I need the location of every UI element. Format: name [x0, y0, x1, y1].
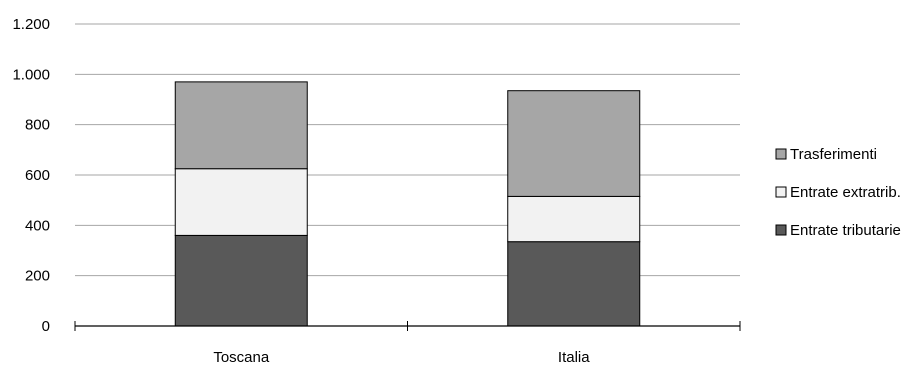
y-tick-label: 600: [25, 167, 50, 184]
y-tick-label: 1.000: [12, 66, 50, 83]
bar-segment-trasferimenti-toscana: [174, 81, 308, 170]
legend: Trasferimenti Entrate extratrib. Entrate t…: [775, 146, 901, 239]
bar-segment-entrate-extratrib--toscana: [174, 168, 308, 236]
bars: [174, 81, 641, 327]
y-tick-label: 0: [42, 318, 50, 335]
legend-swatch: [775, 148, 787, 160]
bar-segment-trasferimenti-italia: [507, 90, 641, 197]
legend-label: Entrate tributarie: [790, 222, 901, 239]
y-tick-label: 800: [25, 117, 50, 134]
x-axis-tick-labels: Toscana Italia: [213, 349, 590, 366]
x-tick-label: Toscana: [213, 349, 270, 366]
bar-segment-entrate-extratrib--italia: [507, 195, 641, 243]
x-tick-label: Italia: [558, 349, 590, 366]
legend-swatch: [775, 186, 787, 198]
bar-segment-entrate-tributarie-toscana: [174, 234, 308, 327]
y-tick-label: 200: [25, 268, 50, 285]
y-tick-label: 400: [25, 217, 50, 234]
y-axis-tick-labels: 0 200 400 600 800 1.000 1.200: [12, 16, 50, 335]
legend-label: Trasferimenti: [790, 146, 877, 163]
y-tick-label: 1.200: [12, 16, 50, 33]
legend-label: Entrate extratrib.: [790, 184, 901, 201]
legend-swatch: [775, 224, 787, 236]
x-axis: [74, 321, 741, 331]
bar-segment-entrate-tributarie-italia: [507, 241, 641, 327]
